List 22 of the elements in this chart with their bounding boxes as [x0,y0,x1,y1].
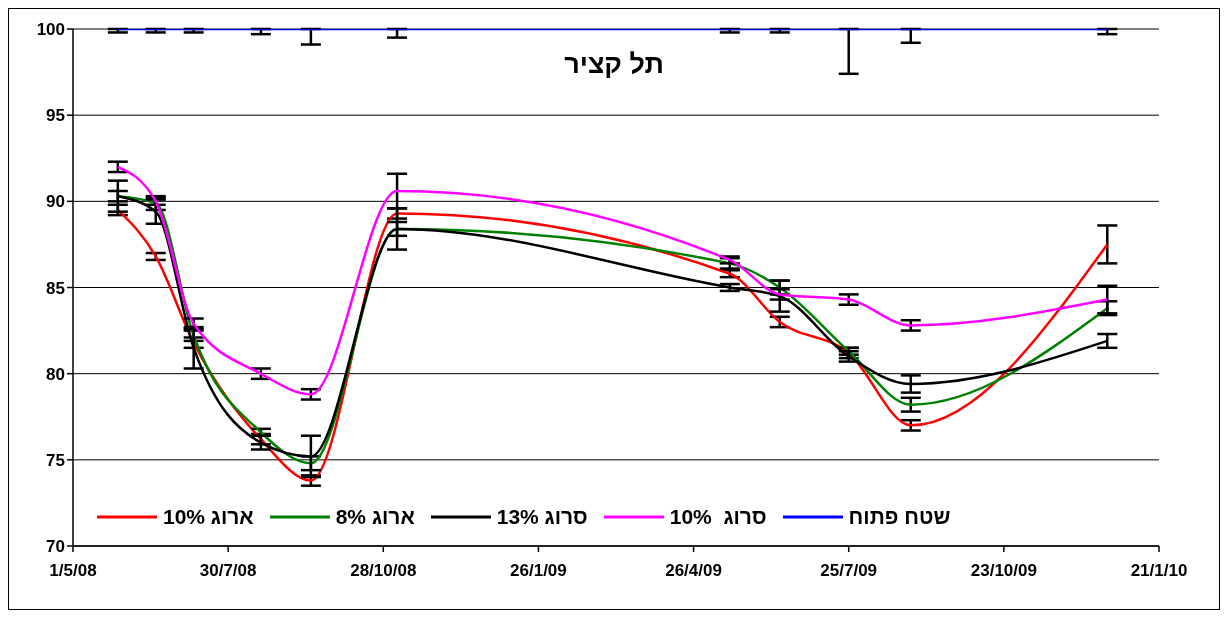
y-tick-label: 80 [46,364,65,384]
y-tick-label: 90 [46,192,65,212]
y-tick-label: 95 [46,106,65,126]
x-tick-label: 26/4/09 [665,561,722,581]
x-tick-label: 28/10/08 [350,561,417,581]
x-tick-label: 30/7/08 [199,561,257,581]
line-series [116,165,1109,396]
legend-label: ארוג 10% [163,505,254,529]
y-tick-label: 75 [46,450,65,470]
y-tick-label: 70 [46,537,65,557]
legend-label: סרוג 10% [669,505,767,529]
y-tick-label: 100 [36,20,65,40]
legend-label: סרוג 13% [496,505,588,529]
legend-label: ארוג 8% [335,505,415,529]
text: תל קציר [563,49,665,80]
x-tick-label: 23/10/09 [970,561,1037,581]
x-tick-label: 1/5/08 [49,561,97,581]
x-tick-label: 26/1/09 [510,561,567,581]
x-tick-label: 25/7/09 [820,561,878,581]
legend-label: שטח פתוח [848,505,951,529]
y-tick-label: 85 [46,278,65,298]
x-tick-label: 21/1/10 [1130,561,1188,581]
